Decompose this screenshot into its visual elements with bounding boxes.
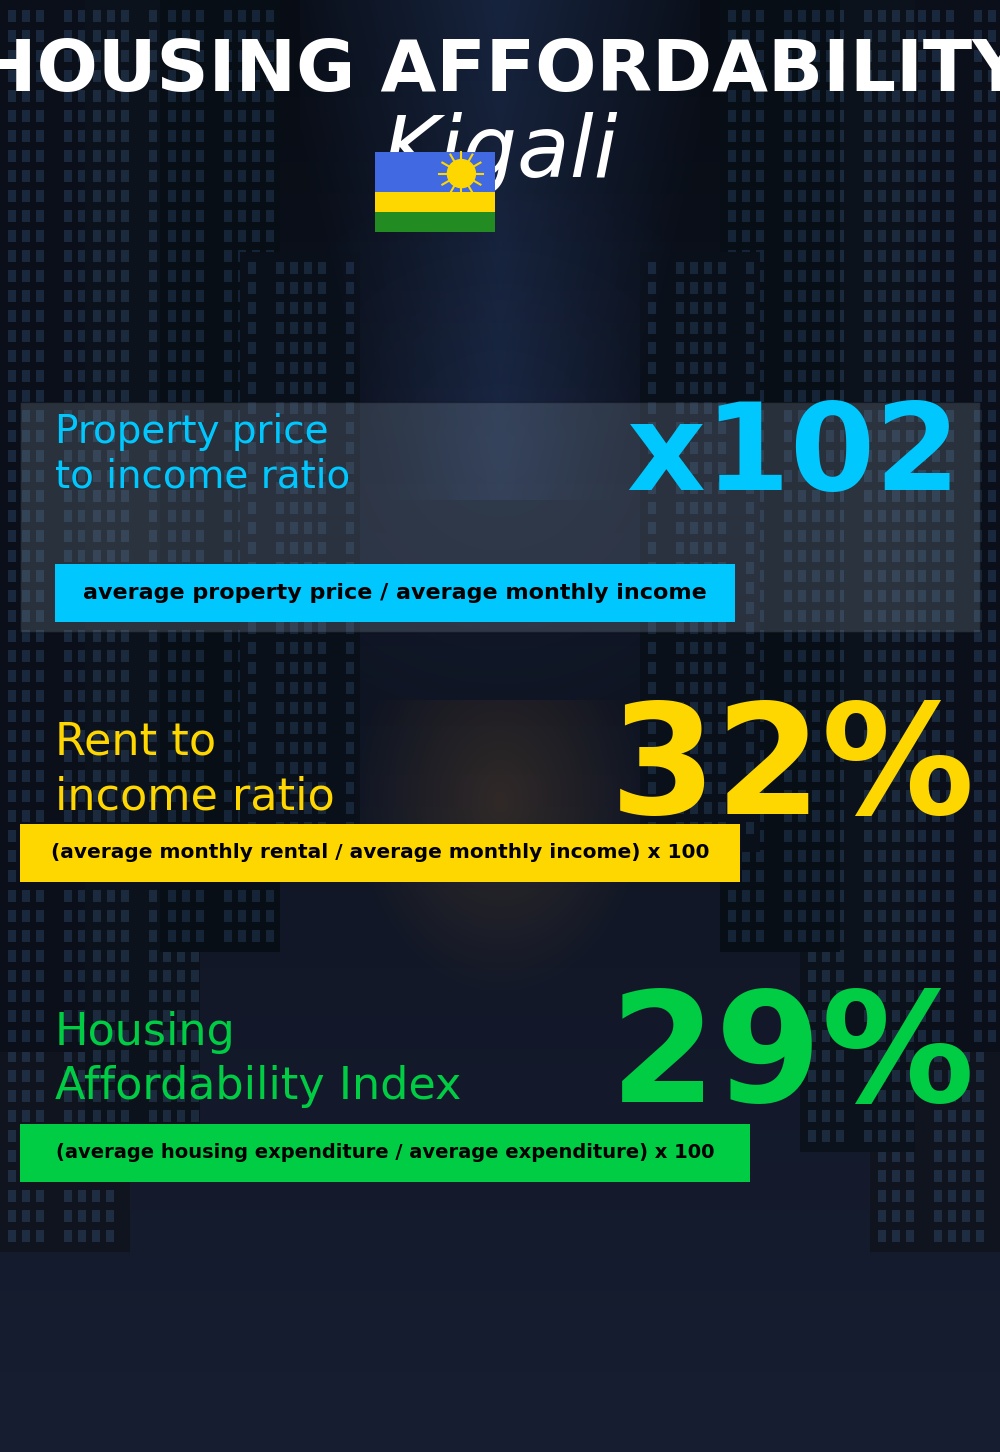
Text: to income ratio: to income ratio [55, 457, 350, 497]
Text: Housing: Housing [55, 1011, 236, 1054]
Text: (average housing expenditure / average expenditure) x 100: (average housing expenditure / average e… [56, 1144, 714, 1163]
FancyBboxPatch shape [20, 402, 980, 632]
Text: (average monthly rental / average monthly income) x 100: (average monthly rental / average monthl… [51, 844, 709, 862]
Text: Kigali: Kigali [382, 112, 618, 195]
Bar [375, 212, 495, 232]
Text: x102: x102 [626, 398, 960, 515]
Bar [375, 152, 495, 192]
Bar [20, 823, 740, 881]
Bar [55, 563, 735, 621]
Text: 29%: 29% [610, 986, 975, 1134]
Bar [375, 192, 495, 212]
Text: 32%: 32% [610, 697, 975, 847]
Circle shape [447, 160, 475, 187]
Text: average property price / average monthly income: average property price / average monthly… [83, 584, 707, 603]
Text: income ratio: income ratio [55, 775, 335, 819]
Text: Affordability Index: Affordability Index [55, 1066, 461, 1108]
Bar [20, 1124, 750, 1182]
Text: Rent to: Rent to [55, 720, 216, 764]
Text: HOUSING AFFORDABILITY: HOUSING AFFORDABILITY [0, 36, 1000, 106]
Text: Property price: Property price [55, 412, 329, 452]
